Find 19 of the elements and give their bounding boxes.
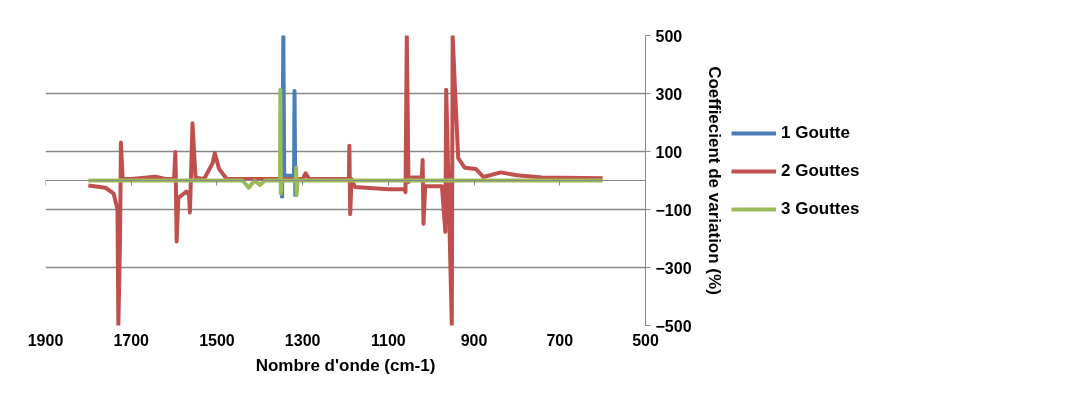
legend-label: 3 Gouttes [781, 198, 860, 219]
x-tick-label: 1100 [371, 331, 406, 349]
y-axis-title: Coeffiecient de variation (%) [704, 66, 724, 295]
y-tick-label: −300 [655, 259, 692, 277]
legend-label: 2 Gouttes [781, 160, 860, 181]
x-axis-title: Nombre d'onde (cm-1) [255, 355, 436, 375]
y-tick-label: 300 [655, 85, 683, 103]
x-tick-label: 1700 [113, 331, 150, 349]
x-tick-label: 900 [460, 331, 488, 349]
legend-label: 1 Goutte [781, 122, 850, 143]
line-series [86, 87, 605, 197]
x-tick-label: 1500 [199, 331, 235, 349]
y-tick-label: 500 [655, 27, 683, 45]
x-tick-label: 1300 [284, 331, 321, 349]
x-tick-label: 1900 [27, 331, 64, 349]
x-tick-label: 700 [546, 331, 574, 349]
y-tick-label: −100 [655, 201, 692, 219]
y-tick-label: 100 [655, 143, 683, 161]
line-series [86, 35, 605, 326]
